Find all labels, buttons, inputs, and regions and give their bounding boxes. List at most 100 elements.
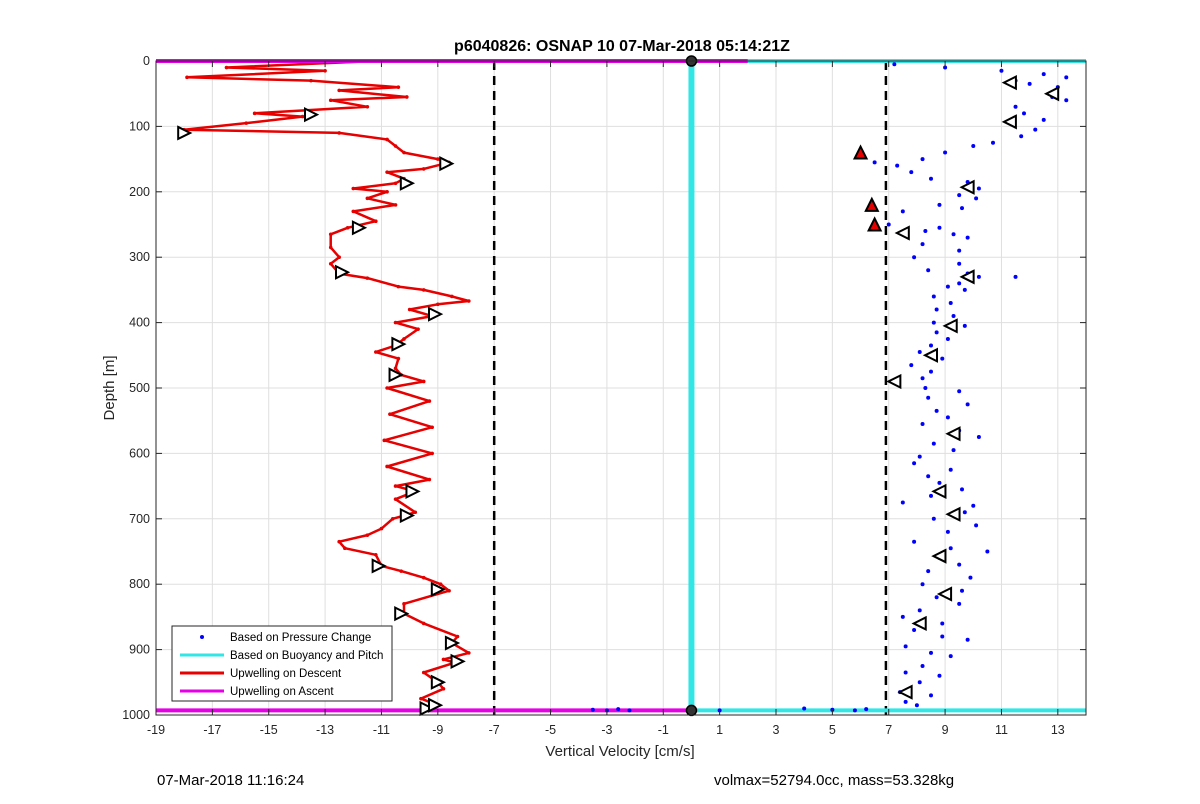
pressure-change-point bbox=[948, 467, 953, 472]
pressure-change-point bbox=[940, 634, 945, 639]
pressure-change-point bbox=[960, 588, 964, 593]
pressure-change-point bbox=[971, 144, 976, 149]
series-layer bbox=[156, 59, 1086, 713]
x-tick-label: 5 bbox=[829, 723, 836, 737]
descent-point bbox=[447, 588, 451, 593]
x-tick-label: -5 bbox=[545, 723, 556, 737]
direction-marker bbox=[959, 269, 975, 285]
descent-point bbox=[441, 657, 446, 662]
direction-marker bbox=[864, 196, 880, 212]
x-tick-label: -19 bbox=[147, 723, 165, 737]
pressure-change-point bbox=[974, 523, 979, 528]
y-tick-label: 500 bbox=[129, 381, 150, 395]
legend-box bbox=[171, 625, 393, 702]
x-tick-label: -17 bbox=[203, 723, 221, 737]
descent-point bbox=[450, 294, 454, 299]
descent-point bbox=[455, 634, 460, 639]
pressure-change-point bbox=[965, 402, 970, 407]
pressure-change-point bbox=[912, 461, 917, 466]
pressure-change-point bbox=[1064, 75, 1069, 80]
legend: Based on Pressure Change Based on Buoyanc… bbox=[171, 625, 393, 702]
x-tick-label: 13 bbox=[1051, 723, 1065, 737]
descent-point bbox=[430, 451, 434, 456]
descent-point bbox=[351, 209, 356, 214]
descent-point bbox=[441, 687, 446, 691]
pressure-change-point bbox=[931, 516, 936, 521]
pressure-change-point bbox=[909, 170, 914, 175]
descent-point bbox=[185, 75, 189, 80]
direction-marker bbox=[1001, 74, 1017, 91]
direction-marker bbox=[931, 548, 947, 564]
descent-point bbox=[374, 350, 378, 354]
pressure-change-point bbox=[900, 209, 905, 214]
descent-point bbox=[365, 104, 370, 109]
pressure-change-point bbox=[590, 707, 595, 712]
descent-point bbox=[385, 464, 389, 469]
x-tick-label: -1 bbox=[658, 723, 669, 737]
y-axis-title: Depth [m] bbox=[101, 355, 118, 420]
descent-point bbox=[385, 137, 389, 142]
y-tick-label: 300 bbox=[129, 250, 150, 264]
pressure-change-point bbox=[945, 529, 950, 534]
pressure-change-point bbox=[965, 235, 970, 240]
direction-marker bbox=[945, 426, 961, 442]
descent-point bbox=[419, 696, 423, 701]
pressure-change-point bbox=[929, 343, 933, 348]
pressure-change-point bbox=[923, 386, 928, 390]
pressure-change-point bbox=[917, 608, 922, 613]
x-tick-label: 1 bbox=[716, 723, 723, 737]
x-tick-label: -11 bbox=[373, 723, 390, 737]
legend-label: Based on Pressure Change bbox=[230, 632, 371, 644]
direction-marker bbox=[399, 507, 416, 524]
descent-point bbox=[328, 232, 333, 237]
descent-point bbox=[309, 78, 313, 83]
pressure-change-point bbox=[926, 474, 931, 479]
pressure-change-point bbox=[920, 582, 925, 587]
descent-point bbox=[374, 219, 378, 224]
y-tick-label: 0 bbox=[143, 54, 150, 68]
y-tick-label: 700 bbox=[129, 512, 150, 526]
direction-marker bbox=[430, 674, 447, 690]
pressure-change-point bbox=[937, 225, 942, 230]
pressure-change-point bbox=[931, 294, 936, 299]
pressure-change-point bbox=[976, 274, 981, 279]
descent-point bbox=[393, 144, 398, 148]
descent-point bbox=[421, 288, 426, 292]
descent-point bbox=[374, 552, 378, 557]
descent-point bbox=[467, 651, 471, 655]
direction-marker bbox=[1001, 114, 1017, 130]
pressure-change-point bbox=[951, 314, 956, 319]
direction-marker bbox=[867, 216, 883, 232]
pressure-change-point bbox=[900, 614, 905, 619]
pressure-change-point bbox=[1019, 134, 1024, 139]
reference-lines bbox=[492, 61, 888, 715]
pressure-change-point bbox=[971, 503, 976, 508]
descent-point bbox=[436, 157, 440, 161]
pressure-change-point bbox=[914, 703, 919, 708]
pressure-change-point bbox=[962, 287, 967, 292]
direction-marker bbox=[428, 306, 444, 322]
pressure-change-point bbox=[934, 595, 939, 600]
descent-point bbox=[300, 114, 305, 119]
pressure-change-point bbox=[951, 232, 956, 237]
x-axis-title: Vertical Velocity [cm/s] bbox=[545, 743, 694, 760]
pressure-change-point bbox=[948, 300, 953, 305]
descent-point bbox=[421, 379, 426, 384]
pressure-change-point bbox=[909, 363, 914, 368]
direction-marker bbox=[399, 175, 416, 191]
pressure-change-point bbox=[872, 160, 877, 165]
legend-label: Based on Buoyancy and Pitch bbox=[230, 650, 383, 662]
pressure-change-point bbox=[1027, 81, 1032, 86]
descent-point bbox=[396, 356, 401, 361]
pressure-change-point bbox=[957, 261, 962, 266]
pressure-change-point bbox=[945, 284, 950, 289]
pressure-change-point bbox=[864, 707, 869, 712]
descent-point bbox=[421, 621, 426, 626]
pressure-change-point bbox=[903, 699, 908, 704]
pressure-change-point bbox=[917, 454, 922, 459]
x-tick-label: 7 bbox=[885, 723, 892, 737]
direction-marker bbox=[439, 156, 455, 172]
descent-point bbox=[345, 225, 350, 230]
pressure-change-point bbox=[948, 654, 953, 659]
